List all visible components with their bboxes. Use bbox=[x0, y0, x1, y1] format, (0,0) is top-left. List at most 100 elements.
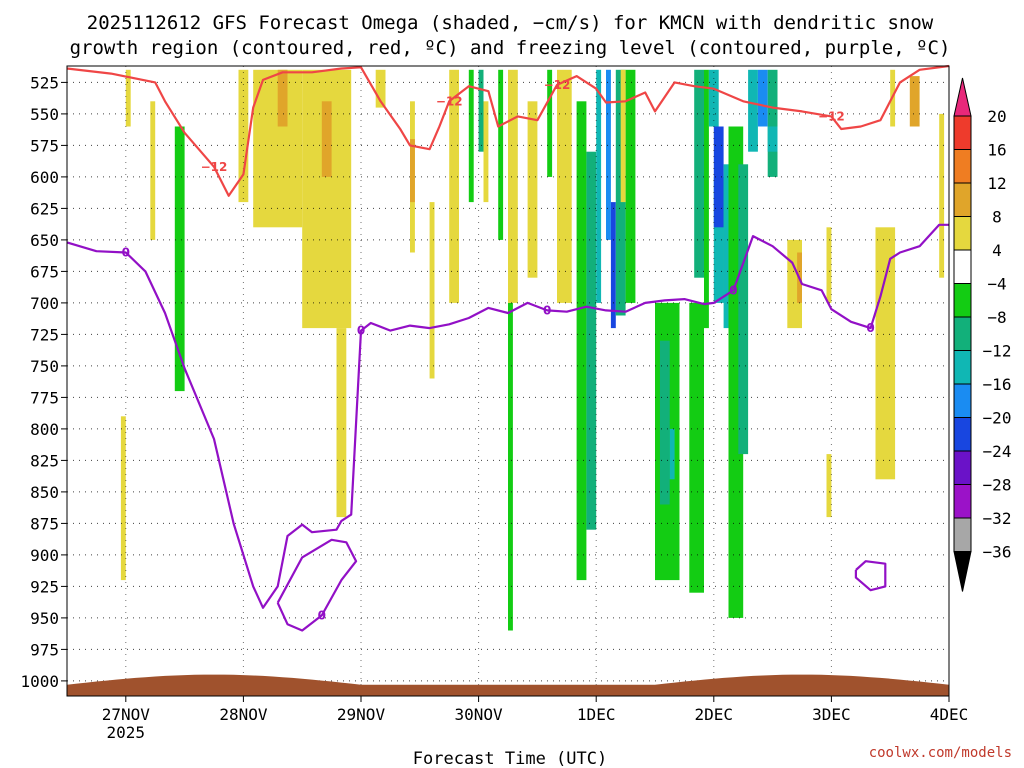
shaded-cell-26 bbox=[596, 69, 602, 303]
y-tick-label-525: 525 bbox=[30, 73, 59, 92]
colorbar-segment-10 bbox=[953, 417, 972, 452]
colorbar-label-5: −4 bbox=[987, 275, 1006, 294]
x-tick-label-28nov: 28NOV bbox=[219, 705, 268, 724]
shaded-cell-52 bbox=[757, 69, 768, 127]
plot-frame bbox=[66, 65, 950, 697]
y-tick-label-600: 600 bbox=[30, 168, 59, 187]
shaded-cell-20 bbox=[508, 69, 518, 303]
colorbar-label-11: −28 bbox=[983, 476, 1012, 495]
colorbar-label-9: −20 bbox=[983, 409, 1012, 428]
shaded-cell-31 bbox=[620, 69, 626, 203]
shaded-cell-28 bbox=[610, 202, 616, 329]
shaded-cell-51 bbox=[748, 69, 758, 152]
contour-label-red-3: −12 bbox=[818, 109, 845, 123]
y-tick-label-925: 925 bbox=[30, 577, 59, 596]
contour-label-purple-3: 0 bbox=[543, 303, 551, 317]
colorbar-arrow-max bbox=[953, 77, 972, 117]
terrain-ground bbox=[67, 674, 949, 696]
shaded-cell-36 bbox=[694, 69, 704, 278]
shaded-cell-23 bbox=[557, 69, 572, 303]
shaded-cell-10 bbox=[375, 69, 386, 108]
shaded-cell-3 bbox=[174, 126, 185, 392]
shaded-cell-8 bbox=[336, 328, 347, 518]
shaded-cell-18 bbox=[498, 69, 504, 240]
colorbar-label-0: 20 bbox=[987, 107, 1006, 126]
contour-line-2 bbox=[276, 538, 358, 632]
contour-label-red-1: −12 bbox=[436, 94, 463, 108]
y-tick-label-675: 675 bbox=[30, 262, 59, 281]
y-tick-label-800: 800 bbox=[30, 420, 59, 439]
contour-label-purple-5: 0 bbox=[866, 321, 874, 335]
x-tick-label-1dec: 1DEC bbox=[577, 705, 616, 724]
colorbar-label-4: 4 bbox=[992, 241, 1002, 260]
y-tick-label-750: 750 bbox=[30, 357, 59, 376]
colorbar-label-12: −32 bbox=[983, 509, 1012, 528]
shaded-cell-17 bbox=[483, 101, 489, 203]
shaded-cell-29 bbox=[615, 69, 626, 316]
contour-line-0 bbox=[66, 64, 950, 197]
colorbar-segment-7 bbox=[953, 316, 972, 351]
shaded-cell-2 bbox=[150, 101, 156, 240]
shaded-cell-39 bbox=[713, 176, 724, 303]
shaded-cell-30 bbox=[625, 69, 636, 303]
shaded-cell-21 bbox=[527, 101, 538, 278]
y-axis: 525 550 575 600 625 650 675 700 725 750 775 800 825 8… bbox=[20, 73, 67, 691]
colorbar-segment-13 bbox=[953, 517, 972, 552]
y-tick-label-950: 950 bbox=[30, 609, 59, 628]
y-tick-label-1000: 1000 bbox=[20, 672, 59, 691]
y-tick-label-550: 550 bbox=[30, 105, 59, 124]
shaded-cell-25 bbox=[586, 151, 597, 530]
y-tick-label-650: 650 bbox=[30, 231, 59, 250]
contour-label-red-0: −12 bbox=[201, 160, 228, 174]
shaded-cell-58 bbox=[826, 454, 832, 518]
shaded-cell-33 bbox=[659, 340, 670, 505]
colorbar-label-3: 8 bbox=[992, 208, 1002, 227]
x-axis-label: Forecast Time (UTC) bbox=[413, 749, 607, 768]
shaded-cell-40 bbox=[713, 126, 724, 228]
y-tick-label-875: 875 bbox=[30, 514, 59, 533]
shaded-cell-50 bbox=[738, 164, 749, 455]
chart-title-line-2: growth region (contoured, red, ºC) and f… bbox=[70, 37, 951, 59]
shaded-cell-19 bbox=[508, 302, 513, 631]
colorbar-segment-8 bbox=[953, 350, 972, 385]
shaded-cell-62 bbox=[939, 113, 945, 278]
y-tick-label-700: 700 bbox=[30, 294, 59, 313]
x-tick-label-3dec: 3DEC bbox=[812, 705, 851, 724]
shaded-cell-54 bbox=[767, 126, 778, 152]
colorbar-segment-3 bbox=[953, 182, 972, 217]
colorbar-label-8: −16 bbox=[983, 375, 1012, 394]
colorbar-segment-11 bbox=[953, 450, 972, 485]
shaded-cell-53 bbox=[767, 69, 778, 177]
colorbar-label-7: −12 bbox=[983, 342, 1012, 361]
credit-text: coolwx.com/models bbox=[869, 745, 1012, 761]
y-tick-label-850: 850 bbox=[30, 483, 59, 502]
terrain-layer bbox=[67, 674, 949, 696]
shaded-cell-16 bbox=[478, 69, 484, 152]
x-tick-label-27nov: 27NOV bbox=[102, 705, 151, 724]
contour-line-3 bbox=[854, 560, 887, 592]
chart-title-line-1: 2025112612 GFS Forecast Omega (shaded, −… bbox=[87, 12, 934, 34]
contour-label-purple-1: 0 bbox=[357, 324, 365, 338]
colorbar-segment-9 bbox=[953, 383, 972, 418]
shaded-cell-9 bbox=[321, 101, 332, 177]
x-tick-label-2dec: 2DEC bbox=[695, 705, 734, 724]
y-tick-label-900: 900 bbox=[30, 546, 59, 565]
shaded-cell-59 bbox=[875, 227, 896, 480]
shaded-cell-1 bbox=[120, 416, 126, 581]
shaded-cell-6 bbox=[277, 69, 288, 127]
x-tick-label-4dec: 4DEC bbox=[930, 705, 969, 724]
y-tick-label-975: 975 bbox=[30, 640, 59, 659]
shaded-cell-14 bbox=[449, 69, 459, 303]
shaded-cell-27 bbox=[606, 69, 611, 240]
shaded-cell-24 bbox=[576, 101, 587, 581]
colorbar-label-13: −36 bbox=[983, 543, 1012, 562]
shaded-cell-4 bbox=[238, 69, 249, 203]
x-tick-sublabel-27nov: 2025 bbox=[107, 723, 146, 742]
shaded-cell-12 bbox=[410, 139, 415, 203]
shaded-cell-61 bbox=[909, 76, 920, 127]
contour-label-purple-2: 0 bbox=[318, 608, 326, 622]
colorbar-segment-4 bbox=[953, 216, 972, 251]
y-tick-label-625: 625 bbox=[30, 199, 59, 218]
